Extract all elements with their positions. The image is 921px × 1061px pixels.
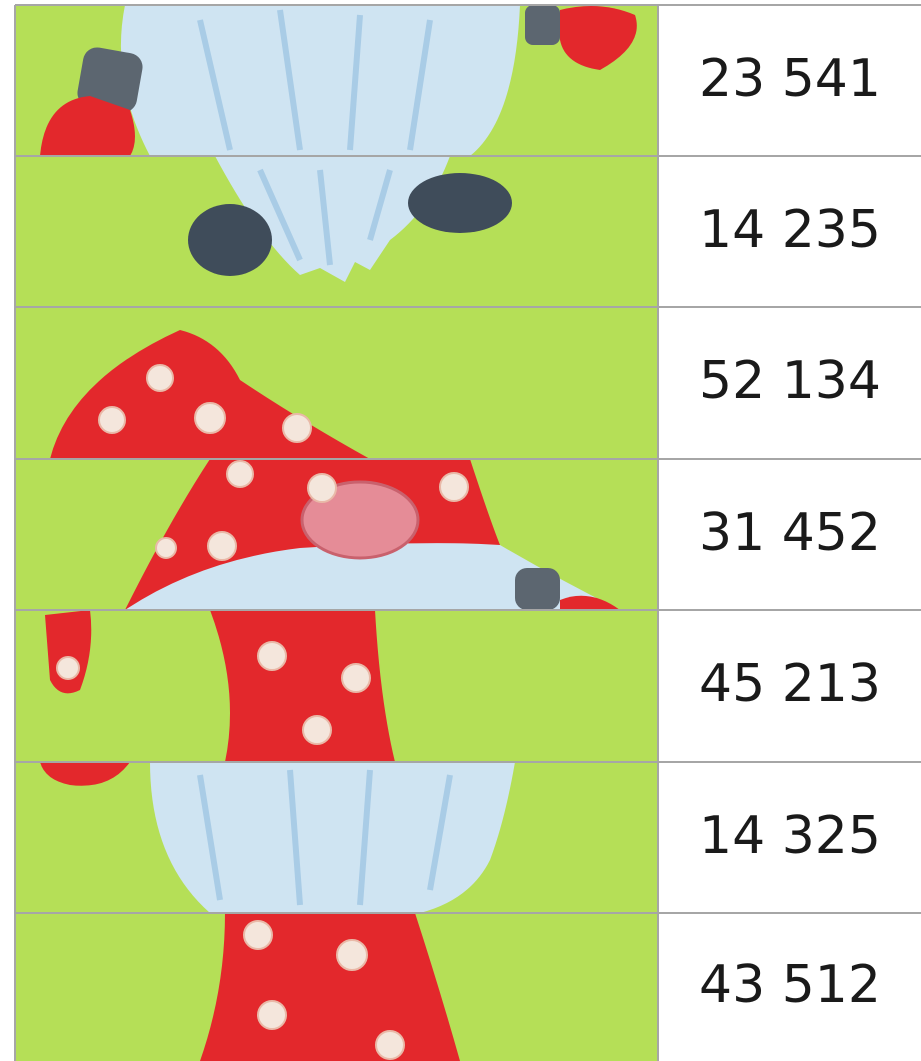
row-number: 14 325 xyxy=(699,806,881,866)
row-number: 23 541 xyxy=(699,49,881,109)
worksheet: 23 541 14 235 52 134 31 452 45 213 14 32… xyxy=(0,0,921,1061)
picture-strip xyxy=(15,762,658,913)
row-number: 43 512 xyxy=(699,955,881,1015)
row-number: 45 213 xyxy=(699,654,881,714)
picture-strip xyxy=(15,459,658,610)
picture-strip xyxy=(15,913,658,1061)
row-number: 14 235 xyxy=(699,200,881,260)
row-number: 31 452 xyxy=(699,503,881,563)
picture-strip xyxy=(15,156,658,307)
picture-strip xyxy=(15,307,658,459)
row-number: 52 134 xyxy=(699,351,881,411)
picture-strip xyxy=(15,610,658,762)
picture-strip xyxy=(15,5,658,156)
